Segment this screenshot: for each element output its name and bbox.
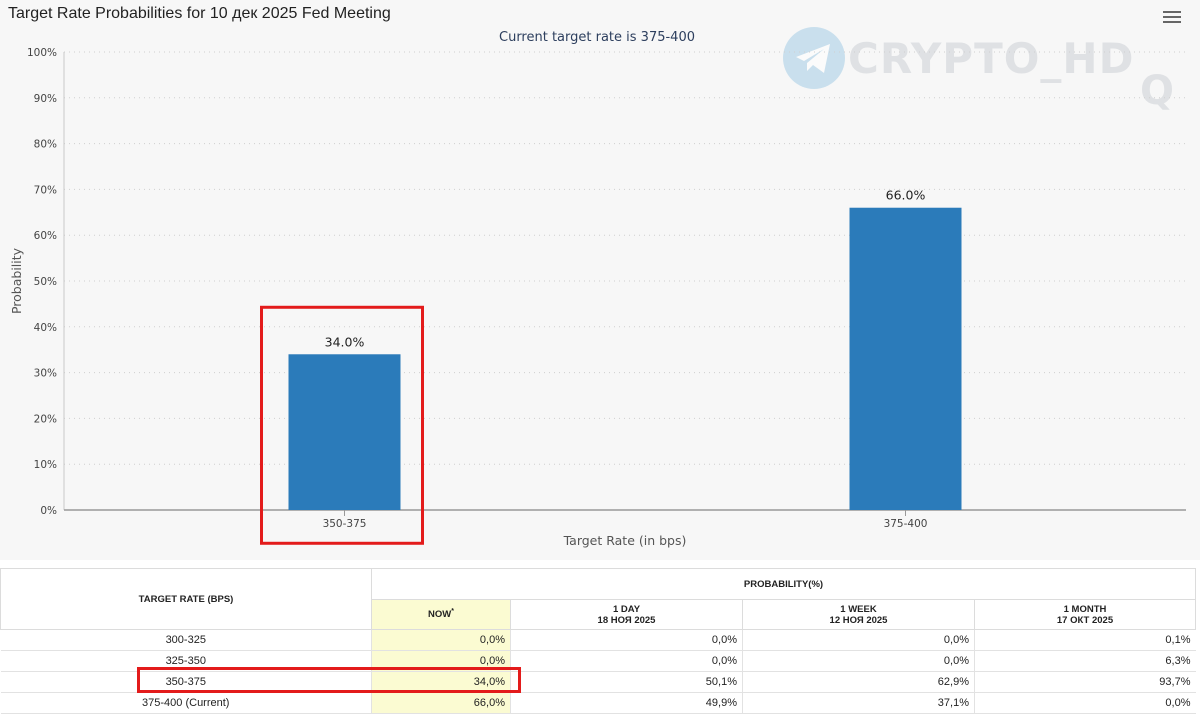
week-cell: 37,1% xyxy=(742,692,975,714)
table-row: 325-350 0,0% 0,0% 0,0% 6,3% xyxy=(0,650,1196,672)
y-tick-label: 80% xyxy=(34,139,57,151)
week-cell: 62,9% xyxy=(742,671,975,693)
day-cell: 0,0% xyxy=(510,650,743,672)
chart-menu-icon[interactable] xyxy=(1163,11,1181,25)
day-cell: 50,1% xyxy=(510,671,743,693)
probability-group-header: PROBABILITY(%) xyxy=(371,568,1196,600)
week-cell: 0,0% xyxy=(742,650,975,672)
chart-title: Target Rate Probabilities for 10 дек 202… xyxy=(8,5,391,22)
rate-cell: 300-325 xyxy=(0,629,372,651)
day-cell: 49,9% xyxy=(510,692,743,714)
y-tick-label: 40% xyxy=(34,322,57,334)
month-column-header: 1 MONTH xyxy=(1063,603,1107,615)
bar-highlight-box xyxy=(260,305,424,545)
data-label: 34.0% xyxy=(325,334,365,349)
day-column-header: 1 DAY xyxy=(612,603,641,615)
rate-cell: 375-400 (Current) xyxy=(0,692,372,714)
telegram-icon xyxy=(783,27,845,89)
watermark: CRYPTO_HD Q xyxy=(780,24,1180,124)
month-column-date: 17 ОКТ 2025 xyxy=(1056,614,1114,626)
now-cell: 0,0% xyxy=(371,629,511,651)
x-tick-label: 375-400 xyxy=(884,518,928,530)
rate-cell: 325-350 xyxy=(0,650,372,672)
chart-subtitle: Current target rate is 375-400 xyxy=(499,30,695,45)
y-tick-label: 90% xyxy=(34,93,57,105)
month-cell: 6,3% xyxy=(974,650,1196,672)
day-cell: 0,0% xyxy=(510,629,743,651)
now-cell: 0,0% xyxy=(371,650,511,672)
chart-area: Target Rate Probabilities for 10 дек 202… xyxy=(8,5,1186,548)
week-cell: 0,0% xyxy=(742,629,975,651)
y-tick-label: 50% xyxy=(34,276,57,288)
day-column-date: 18 НОЯ 2025 xyxy=(597,614,656,626)
x-axis-title: Target Rate (in bps) xyxy=(563,533,687,548)
now-cell: 66,0% xyxy=(371,692,511,714)
table-row: 375-400 (Current) 66,0% 49,9% 37,1% 0,0% xyxy=(0,692,1196,714)
x-tick-label: 350-375 xyxy=(323,518,367,530)
probability-table: TARGET RATE (BPS) PROBABILITY(%) NOW* 1 … xyxy=(0,568,1196,714)
y-tick-label: 30% xyxy=(34,368,57,380)
data-label: 66.0% xyxy=(886,188,926,203)
y-tick-label: 100% xyxy=(27,47,57,59)
month-cell: 0,0% xyxy=(974,692,1196,714)
y-tick-label: 20% xyxy=(34,413,57,425)
now-column-header: NOW xyxy=(428,609,452,621)
y-tick-label: 60% xyxy=(34,230,57,242)
bar xyxy=(288,354,401,510)
now-cell: 34,0% xyxy=(371,671,511,693)
y-tick-label: 0% xyxy=(40,505,57,517)
month-cell: 0,1% xyxy=(974,629,1196,651)
y-axis-title: Probability xyxy=(9,247,24,314)
row-highlight-box xyxy=(137,667,521,693)
week-column-header: 1 WEEK xyxy=(840,603,877,615)
rate-column-header: TARGET RATE (BPS) xyxy=(0,568,372,630)
y-tick-label: 70% xyxy=(34,184,57,196)
now-footnote-marker: * xyxy=(451,608,454,616)
y-tick-label: 10% xyxy=(34,459,57,471)
month-cell: 93,7% xyxy=(974,671,1196,693)
chart-plot: 0% 10% 20% 30% 40% 50% 60% 70% 80% 90% 100% Probabi… xyxy=(9,47,1186,548)
table-row: 350-375 34,0% 50,1% 62,9% 93,7% xyxy=(0,671,1196,693)
week-column-date: 12 НОЯ 2025 xyxy=(829,614,888,626)
watermark-q-logo: Q xyxy=(1140,68,1175,114)
table-row: 300-325 0,0% 0,0% 0,0% 0,1% xyxy=(0,629,1196,651)
watermark-text: CRYPTO_HD xyxy=(848,34,1135,83)
bar xyxy=(849,207,962,510)
